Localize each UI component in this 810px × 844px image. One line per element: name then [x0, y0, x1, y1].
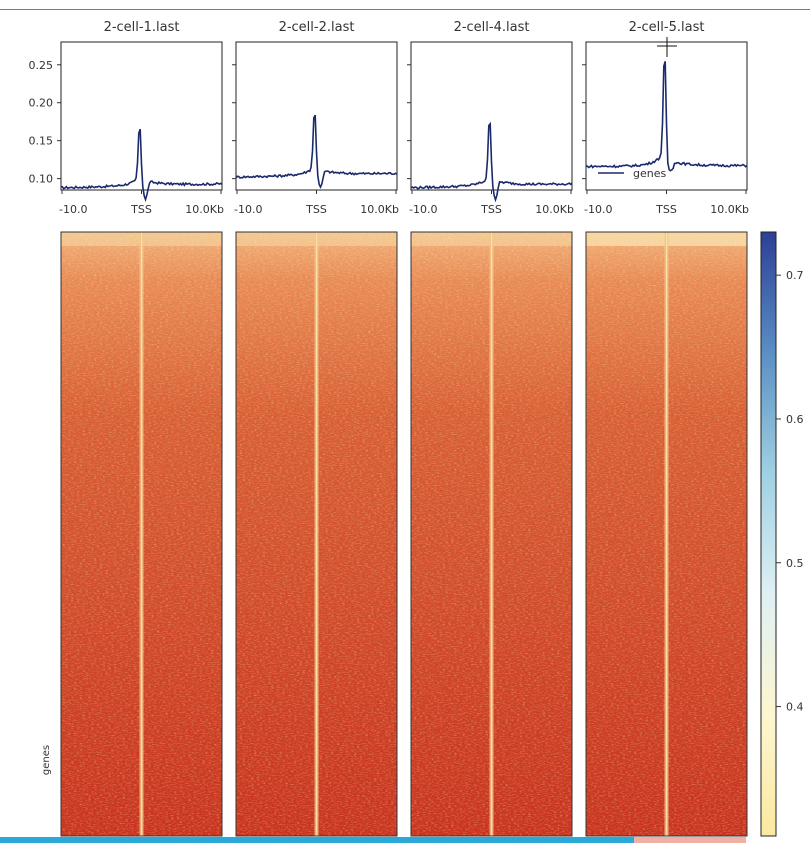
x-tick-label: 10.0Kb	[535, 203, 574, 216]
panel-title: 2-cell-4.last	[454, 20, 530, 35]
heatmap-panel	[586, 232, 747, 836]
x-tick-label: TSS	[655, 203, 677, 216]
x-tick-label: -10.0	[59, 203, 87, 216]
y-tick-label: 0.20	[29, 97, 54, 110]
video-progress-remaining[interactable]	[634, 837, 746, 843]
x-tick-label: 10.0Kb	[185, 203, 224, 216]
heatmap-panel	[61, 232, 222, 836]
window-top-border	[0, 0, 810, 10]
x-tick-label: -10.0	[234, 203, 262, 216]
legend-label: genes	[633, 167, 666, 180]
y-tick-label: 0.25	[29, 59, 54, 72]
heatmap-frame	[410, 231, 573, 837]
panel-title: 2-cell-5.last	[629, 20, 705, 35]
heatmap-tss-stripe	[316, 232, 318, 836]
colorbar: 0.7 0.6 0.5 0.4	[760, 231, 804, 837]
panel-title: 2-cell-1.last	[104, 20, 180, 35]
x-tick-label: TSS	[130, 203, 152, 216]
profile-line	[585, 61, 748, 172]
colorbar-tick-label: 0.6	[786, 413, 804, 426]
heatmap-tss-stripe	[491, 232, 493, 836]
profile-line	[235, 114, 398, 190]
colorbar-gradient	[760, 231, 777, 837]
y-tick-label: 0.10	[29, 173, 54, 186]
heatmap-panels	[60, 231, 748, 837]
heatmap-frame	[235, 231, 398, 837]
heatmap-panel	[411, 232, 572, 836]
profile-axes-frame	[235, 41, 398, 191]
colorbar-tick-label: 0.4	[786, 701, 804, 714]
panel-title: 2-cell-2.last	[279, 20, 355, 35]
heatmap-panel	[236, 232, 397, 836]
profile-line	[410, 121, 573, 203]
colorbar-tick-label: 0.5	[786, 557, 804, 570]
heatmap-tss-stripe	[666, 232, 668, 836]
y-tick-label: 0.15	[29, 135, 54, 148]
colorbar-tick-label: 0.7	[786, 269, 804, 282]
x-tick-label: 10.0Kb	[710, 203, 749, 216]
profile-plots: 0.10 0.15 0.20 0.25 2-cell-1.last -10.0 TSS 10.…	[29, 20, 750, 216]
heatmap-frame	[60, 231, 223, 837]
video-progress-bar[interactable]	[0, 837, 634, 843]
x-tick-label: TSS	[480, 203, 502, 216]
heatmap-tss-stripe	[141, 232, 143, 836]
x-tick-label: -10.0	[584, 203, 612, 216]
crosshair-cursor-icon	[657, 37, 677, 57]
heatmap-frame	[585, 231, 748, 837]
x-tick-label: 10.0Kb	[360, 203, 399, 216]
heatmap-ylabel: genes	[41, 745, 52, 775]
profile-line	[60, 128, 223, 203]
x-tick-label: TSS	[305, 203, 327, 216]
x-tick-label: -10.0	[409, 203, 437, 216]
